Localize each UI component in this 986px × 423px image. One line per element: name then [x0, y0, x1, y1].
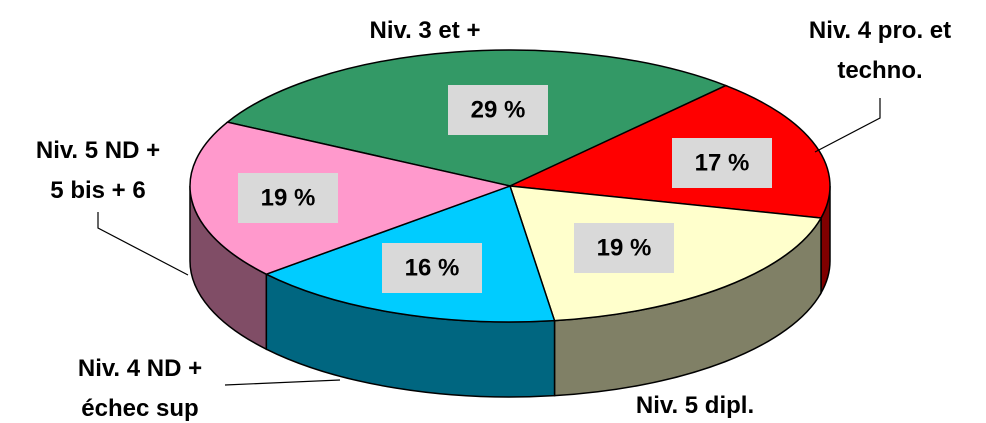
category-label: Niv. 3 et + — [370, 17, 481, 44]
category-label-line: Niv. 5 dipl. — [636, 392, 754, 419]
value-label-box — [672, 138, 772, 188]
category-label-line: Niv. 5 ND + — [36, 137, 160, 164]
value-label-box — [238, 173, 338, 223]
category-label: Niv. 4 pro. et techno. — [809, 17, 951, 84]
value-label-box — [448, 85, 548, 135]
category-label-line: Niv. 3 et + — [370, 17, 481, 44]
value-label: 29 % — [471, 96, 526, 123]
value-label: 19 % — [597, 234, 652, 261]
category-label-line: techno. — [837, 57, 922, 84]
value-label: 16 % — [405, 254, 460, 281]
category-label: Niv. 5 dipl. — [636, 392, 754, 419]
value-label-box — [382, 243, 482, 293]
category-label: Niv. 4 ND + échec sup — [78, 355, 202, 422]
category-label-line: 5 bis + 6 — [50, 177, 145, 204]
leader-line — [814, 98, 881, 153]
category-label-line: Niv. 4 pro. et — [809, 17, 951, 44]
category-label-line: Niv. 4 ND + — [78, 355, 202, 382]
leader-line — [224, 379, 341, 386]
value-label: 17 % — [695, 149, 750, 176]
value-label-box — [574, 223, 674, 273]
leader-line — [97, 212, 189, 276]
value-label: 19 % — [261, 184, 316, 211]
category-label-line: échec sup — [81, 395, 198, 422]
pie-slice — [189, 121, 513, 275]
category-label: Niv. 5 ND + 5 bis + 6 — [36, 137, 160, 204]
